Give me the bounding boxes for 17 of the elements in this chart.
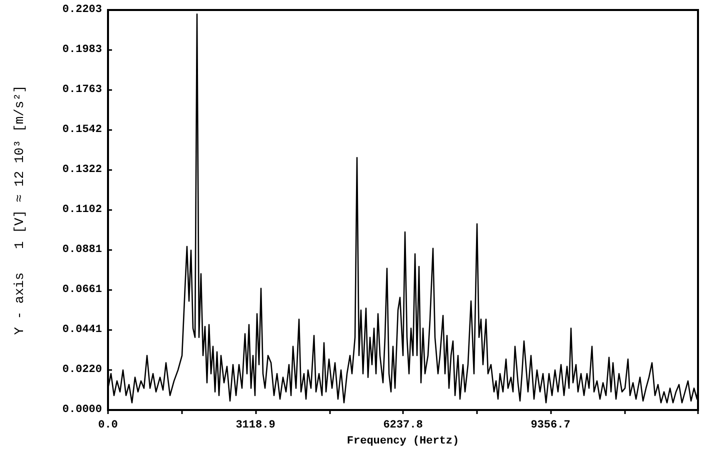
x-tick-label: 0.0 (98, 420, 118, 432)
y-tick-label: 0.0661 (62, 284, 102, 296)
y-tick-label: 0.1542 (62, 124, 102, 136)
y-tick-label: 0.1763 (62, 84, 102, 96)
x-tick-label: 6237.8 (383, 420, 424, 432)
y-tick-label: 0.2203 (62, 4, 102, 16)
y-tick-label: 0.1322 (62, 164, 102, 176)
x-tick-label: 9356.7 (530, 420, 570, 432)
y-tick-label: 0.1983 (62, 44, 102, 56)
y-tick-label: 0.0441 (62, 324, 102, 336)
y-axis-title: Y - axis 1 [V] ≈ 12 10³ [m/s²] (12, 85, 27, 335)
y-tick-label: 0.0000 (62, 404, 102, 416)
y-tick-label: 0.1102 (62, 204, 102, 216)
x-axis-title: Frequency (Hertz) (346, 435, 460, 448)
y-tick-label: 0.0220 (62, 364, 102, 376)
x-tick-label: 3118.9 (236, 420, 276, 432)
y-tick-label: 0.0881 (62, 244, 102, 256)
